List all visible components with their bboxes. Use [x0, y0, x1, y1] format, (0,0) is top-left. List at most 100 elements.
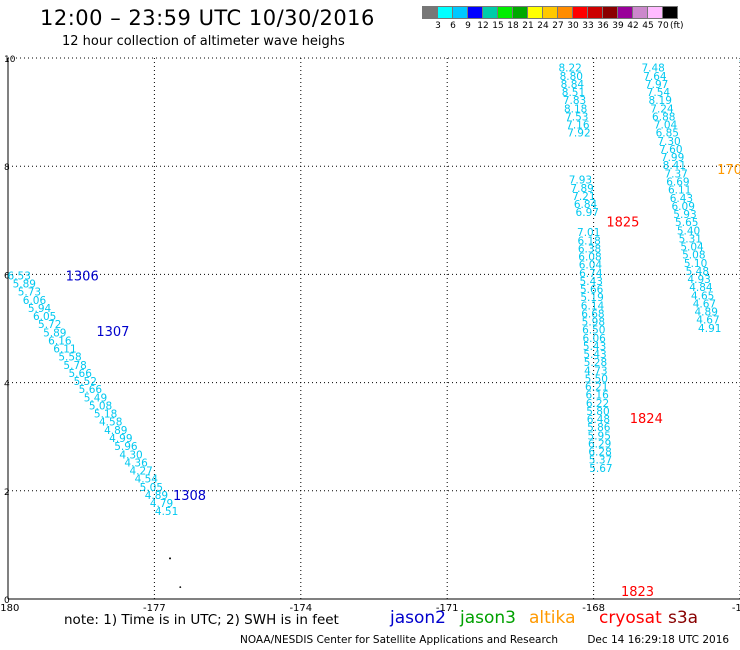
swh-value: 7.48 [641, 63, 664, 75]
y-tick-label: 10 [4, 55, 16, 65]
swh-value: 4.91 [698, 323, 721, 335]
swh-value: 5.95 [588, 430, 611, 442]
colorbar-swatch [482, 6, 498, 19]
swh-value: 7.21 [572, 191, 595, 203]
swh-value: 5.49 [84, 392, 107, 404]
colorbar-label: 15 [492, 21, 504, 31]
swh-value: 5.66 [69, 368, 93, 380]
colorbar-swatch [662, 6, 678, 19]
swh-value: 4.99 [109, 433, 132, 445]
swh-value: 4.67 [693, 298, 716, 310]
swh-value: 7.97 [645, 79, 668, 91]
swh-value: 5.05 [140, 482, 163, 494]
swh-value: 5.98 [582, 317, 605, 329]
swh-value: 5.80 [586, 406, 609, 418]
swh-value: 6.09 [672, 201, 695, 213]
x-tick-label: -177 [143, 603, 166, 614]
swh-value: 8.41 [663, 160, 686, 172]
swh-value: 5.08 [89, 400, 112, 412]
swh-value: 5.04 [680, 242, 704, 254]
swh-value: 4.89 [104, 425, 127, 437]
swh-value: 5.89 [43, 327, 66, 339]
colorbar-label: 18 [507, 21, 519, 31]
colorbar-swatch [542, 6, 558, 19]
swh-value: 6.53 [8, 270, 31, 282]
swh-value: 4.89 [695, 307, 718, 319]
colorbar-label: 30 [567, 21, 579, 31]
colorbar-swatch [647, 6, 663, 19]
swh-value: 4.54 [135, 474, 159, 486]
swh-value: 6.22 [586, 398, 609, 410]
swh-value: 7.83 [563, 95, 586, 107]
colorbar-swatch [437, 6, 453, 19]
chart-footer: NOAA/NESDIS Center for Satellite Applica… [240, 634, 729, 646]
swh-value: 5.28 [584, 357, 607, 369]
swh-value: 7.24 [650, 103, 674, 115]
pass-time-label: 1306 [66, 269, 99, 284]
x-tick-label: -168 [582, 603, 605, 614]
swh-value: 7.53 [565, 111, 588, 123]
swh-value: 6.84 [574, 199, 598, 211]
swh-value: 4.73 [584, 365, 607, 377]
swh-value: 5.67 [589, 463, 612, 475]
colorbar-label: 6 [450, 21, 456, 31]
swh-value: 4.93 [687, 274, 710, 286]
swh-value: 6.16 [48, 335, 72, 347]
colorbar-label: 70 [657, 21, 669, 31]
stray-point-mark [169, 557, 172, 560]
colorbar-swatch [617, 6, 633, 19]
colorbar-swatch [632, 6, 648, 19]
swh-value: 8.80 [560, 71, 583, 83]
swh-value: 5.93 [673, 209, 696, 221]
swh-colorbar [422, 6, 678, 19]
swh-value: 5.31 [679, 233, 702, 245]
swh-value: 8.18 [564, 103, 587, 115]
swh-value: 6.08 [578, 252, 601, 264]
swh-value: 5.78 [63, 360, 86, 372]
swh-value: 5.89 [13, 279, 36, 291]
swh-value: 5.66 [79, 384, 103, 396]
stray-point-mark [179, 586, 182, 588]
colorbar-label: 3 [435, 21, 441, 31]
colorbar-label: 24 [537, 21, 549, 31]
swh-value: 5.86 [587, 422, 611, 434]
swh-value: 7.37 [664, 168, 687, 180]
chart-subtitle: 12 hour collection of altimeter wave hei… [62, 34, 345, 49]
colorbar-swatch [422, 6, 438, 19]
swh-value: 6.16 [585, 390, 609, 402]
footer-timestamp: Dec 14 16:29:18 UTC 2016 [587, 634, 730, 646]
x-tick-label: -180 [0, 603, 19, 614]
swh-value: 4.27 [129, 466, 152, 478]
swh-value: 6.68 [581, 308, 604, 320]
legend-item-cryosat: cryosat [599, 608, 662, 628]
colorbar-swatch [527, 6, 543, 19]
swh-value: 6.06 [582, 333, 606, 345]
pass-time-label: 1825 [606, 215, 639, 230]
colorbar-swatch [512, 6, 528, 19]
pass-time-label: 1705 [717, 163, 740, 178]
swh-value: 5.58 [58, 352, 81, 364]
y-tick-label: 4 [4, 380, 10, 390]
swh-value: 6.06 [23, 295, 47, 307]
colorbar-label: 27 [552, 21, 564, 31]
swh-value: 7.93 [569, 175, 592, 187]
chart-note: note: 1) Time is in UTC; 2) SWH is in fe… [64, 612, 339, 628]
x-tick-label: -16 [732, 603, 740, 614]
swh-value: 5.18 [94, 409, 117, 421]
colorbar-swatch [587, 6, 603, 19]
swh-value: 5.94 [28, 303, 52, 315]
swh-value: 5.08 [682, 250, 705, 262]
y-tick-label: 6 [4, 271, 10, 281]
swh-value: 4.84 [689, 282, 713, 294]
colorbar-swatch [452, 6, 468, 19]
swh-value: 6.21 [585, 382, 608, 394]
colorbar-label: 33 [582, 21, 594, 31]
swh-value: 5.10 [684, 258, 707, 270]
swh-value: 7.30 [657, 136, 680, 148]
colorbar-label: 9 [465, 21, 471, 31]
swh-value: 6.11 [53, 344, 76, 356]
y-tick-label: 2 [4, 488, 10, 498]
swh-value: 7.54 [647, 87, 671, 99]
